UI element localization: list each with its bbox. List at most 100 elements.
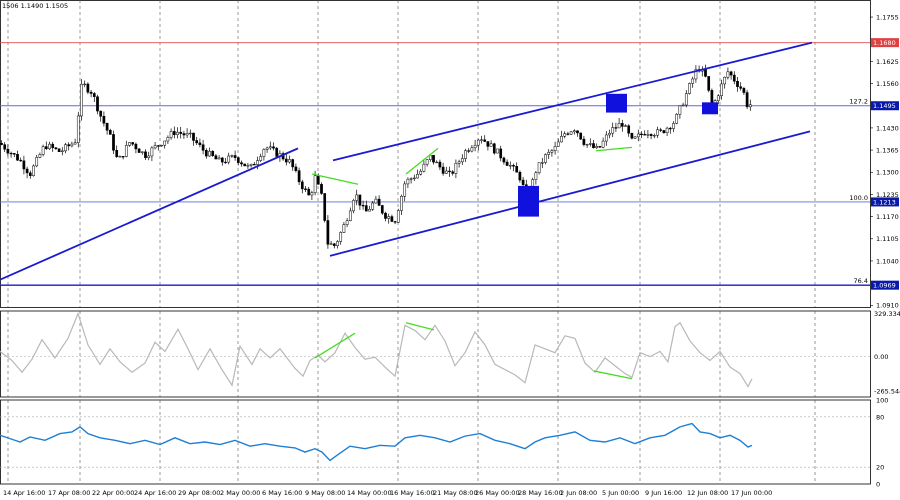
candle-body <box>48 143 51 149</box>
time-axis-label: 16 May 16:00 <box>390 489 435 497</box>
fib-label: 127.2 <box>849 98 868 106</box>
candle-body <box>716 95 720 101</box>
candle-body <box>105 122 109 131</box>
candle-body <box>64 144 67 152</box>
candle-body <box>25 168 29 174</box>
candle-body <box>300 181 304 190</box>
time-axis-label: 21 May 08:00 <box>433 489 478 497</box>
candle-body <box>342 224 346 233</box>
candle-body <box>492 143 496 154</box>
trend-line-rising <box>0 147 299 281</box>
horizontal-levels: 1.1680 127.2 1.1495 100.0 1.1213 76.4 1.0969 <box>0 38 899 290</box>
candle-body <box>22 160 26 170</box>
candle-body <box>76 115 80 143</box>
candle-body <box>118 156 122 158</box>
price-tag-box <box>871 280 899 290</box>
price-axis-label: 1.1365 <box>876 146 899 154</box>
cci-panel-frame <box>0 310 871 398</box>
cci-tick-label: 329.3341 <box>874 310 900 318</box>
candle-body <box>515 165 519 173</box>
candle-body <box>499 148 503 159</box>
candle-body <box>307 188 311 196</box>
candle-body <box>438 161 442 168</box>
candle-body <box>185 133 189 136</box>
candle-body <box>70 143 74 147</box>
candle-body <box>35 157 39 167</box>
candle-body <box>624 125 627 127</box>
candle-body <box>211 150 215 156</box>
candle-body <box>476 139 480 146</box>
candle-body <box>89 91 93 94</box>
candle-body <box>172 131 176 135</box>
candle-body <box>729 71 733 76</box>
candle-body <box>176 131 179 135</box>
candle-body <box>44 146 48 149</box>
fib-label: 100.0 <box>849 194 868 202</box>
candle-body <box>720 83 723 96</box>
candle-body <box>582 138 586 145</box>
candle-body <box>640 133 643 136</box>
candle-body <box>166 137 170 142</box>
candle-body <box>470 147 474 152</box>
candle-body <box>608 132 611 136</box>
candle-body <box>611 127 615 134</box>
rsi-tick-label: 80 <box>876 413 884 421</box>
candle-body <box>121 156 125 158</box>
time-axis-label: 2 Jun 08:00 <box>560 489 597 497</box>
candle-body <box>352 200 355 212</box>
candle-body <box>137 148 141 153</box>
price-axis-label: 1.1105 <box>876 235 899 243</box>
candle-body <box>227 155 231 163</box>
price-axis-label: 1.1755 <box>876 13 899 21</box>
time-axis-label: 5 Jun 00:00 <box>602 489 639 497</box>
candle-body <box>220 157 224 163</box>
candle-body <box>150 147 154 157</box>
candle-body <box>192 132 195 141</box>
candle-body <box>435 161 439 164</box>
candle-body <box>83 83 87 86</box>
candle-body <box>406 178 410 185</box>
candle-body <box>224 161 227 164</box>
rsi-tick-label: 20 <box>876 464 884 472</box>
candle-body <box>19 159 23 162</box>
candle-body <box>371 202 375 210</box>
candle-body <box>707 76 711 91</box>
candle-body <box>636 133 640 138</box>
price-tag-box <box>871 38 899 48</box>
candle-body <box>262 149 266 157</box>
time-axis-label: 12 Jun 08:00 <box>687 489 728 497</box>
candle-body <box>566 133 570 135</box>
ohlc-readout: 1506 1.1490 1.1505 <box>2 2 68 10</box>
candle-body <box>131 142 135 145</box>
candle-body <box>444 170 448 174</box>
candle-body <box>326 220 330 245</box>
candle-body <box>348 210 352 221</box>
candle-body <box>512 165 515 167</box>
candle-body <box>656 129 659 136</box>
candle-body <box>380 205 384 214</box>
candle-body <box>259 156 263 161</box>
highlight-box <box>606 93 627 113</box>
candle-body <box>569 131 573 135</box>
candle-body <box>547 151 551 155</box>
candle-body <box>80 83 83 117</box>
candle-body <box>457 161 461 164</box>
candle-body <box>409 178 413 180</box>
cci-tick-label: 0.00 <box>874 353 888 361</box>
candle-body <box>243 163 247 167</box>
candle-body <box>332 243 336 246</box>
price-axis-label: 1.0910 <box>876 302 899 310</box>
candle-body <box>345 220 349 225</box>
candle-body <box>240 162 243 165</box>
candle-body <box>425 159 429 165</box>
candle-body <box>313 175 317 194</box>
candle-body <box>246 165 250 167</box>
candle-body <box>592 143 595 148</box>
candle-body <box>310 192 314 196</box>
candle-body <box>144 151 147 158</box>
candle-body <box>473 144 477 149</box>
candle-body <box>553 146 557 151</box>
candle-body <box>748 104 752 108</box>
price-candles <box>0 64 752 249</box>
cci-divergence-line <box>593 370 633 380</box>
